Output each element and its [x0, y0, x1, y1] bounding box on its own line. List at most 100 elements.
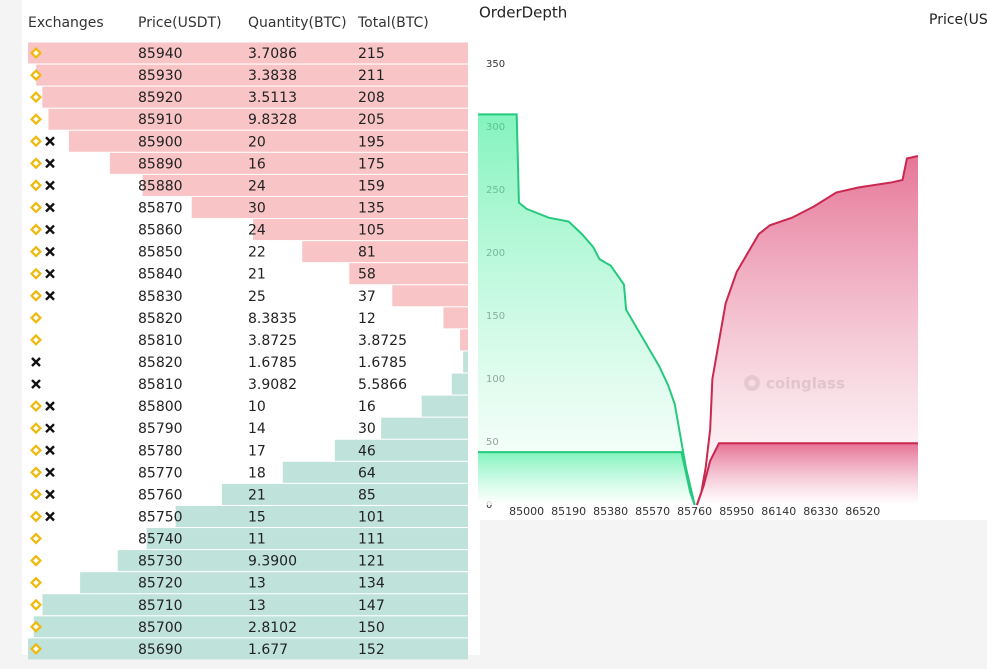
binance-icon-core — [33, 579, 39, 586]
ask-depth-bar — [349, 263, 468, 285]
depth-line — [478, 113, 696, 506]
quantity-cell: 10 — [248, 399, 266, 415]
price-cell: 85890 — [138, 156, 183, 172]
ask-depth-bar — [42, 86, 468, 108]
okx-icon — [31, 379, 41, 389]
header-cell: Quantity(BTC) — [248, 15, 347, 31]
x-tick-label: 85000 — [509, 505, 544, 518]
okx-icon — [45, 268, 55, 279]
chart-title: OrderDepth — [479, 4, 567, 22]
total-cell: 37 — [358, 289, 376, 305]
total-cell: 5.5866 — [358, 377, 407, 393]
quantity-cell: 24 — [248, 223, 266, 239]
ask-depth-bar — [48, 108, 468, 130]
total-cell: 159 — [358, 178, 385, 194]
bid-depth-bar — [33, 616, 468, 638]
total-cell: 147 — [358, 598, 385, 614]
x-tick-label: 85190 — [551, 505, 586, 518]
depth-line — [695, 442, 918, 506]
quantity-cell: 22 — [248, 245, 266, 261]
quantity-cell: 1.677 — [248, 642, 288, 658]
total-cell: 101 — [358, 509, 385, 525]
x-tick-label: 85950 — [719, 505, 754, 518]
header-cell: Price(USDT) — [138, 15, 222, 31]
total-cell: 46 — [358, 443, 376, 459]
price-cell: 85700 — [138, 620, 183, 636]
quantity-cell: 25 — [248, 289, 266, 305]
axis-label: Price(US — [929, 12, 987, 28]
quantity-cell: 9.8328 — [248, 112, 297, 128]
x-tick-label: 86330 — [803, 505, 838, 518]
total-cell: 195 — [358, 134, 385, 150]
price-cell: 85820 — [138, 355, 183, 371]
price-cell: 85850 — [138, 245, 183, 261]
quantity-cell: 13 — [248, 598, 266, 614]
ask-depth-bar — [109, 152, 468, 174]
bid-depth-bar — [282, 461, 468, 483]
bid-depth-bar — [146, 528, 468, 550]
quantity-cell: 15 — [248, 509, 266, 525]
quantity-cell: 11 — [248, 532, 266, 548]
okx-icon — [45, 290, 55, 301]
total-cell: 211 — [358, 68, 385, 84]
okx-icon — [45, 246, 55, 257]
total-cell: 105 — [358, 223, 385, 239]
quantity-cell: 16 — [248, 156, 266, 172]
bid-depth-bar — [117, 550, 468, 572]
total-cell: 64 — [358, 465, 376, 481]
quantity-cell: 3.8725 — [248, 333, 297, 349]
price-cell: 85750 — [138, 509, 183, 525]
total-cell: 12 — [358, 311, 376, 327]
ask-depth-bar — [28, 42, 468, 64]
total-cell: 135 — [358, 200, 385, 216]
price-cell: 85710 — [138, 598, 183, 614]
quantity-cell: 21 — [248, 267, 266, 283]
price-cell: 85860 — [138, 223, 183, 239]
ask-depth-bar — [68, 130, 468, 152]
okx-icon — [45, 180, 55, 191]
total-cell: 134 — [358, 576, 385, 592]
price-cell: 85870 — [138, 200, 183, 216]
quantity-cell: 9.3900 — [248, 554, 297, 570]
price-cell: 85810 — [138, 333, 183, 349]
total-cell: 121 — [358, 554, 385, 570]
okx-icon — [45, 158, 55, 169]
depth-line — [478, 451, 696, 506]
price-cell: 85760 — [138, 487, 183, 503]
price-cell: 85810 — [138, 377, 183, 393]
x-tick-label: 86140 — [761, 505, 796, 518]
price-cell: 85830 — [138, 289, 183, 305]
total-cell: 81 — [358, 245, 376, 261]
total-cell: 152 — [358, 642, 385, 658]
header-cell: Total(BTC) — [357, 15, 429, 31]
x-tick-label: 86520 — [845, 505, 880, 518]
x-tick-label: 85570 — [635, 505, 670, 518]
binance-icon-core — [33, 557, 39, 564]
bid-depth-bar — [221, 483, 468, 505]
ask-depth-bar — [36, 64, 469, 86]
binance-icon-core — [33, 513, 39, 520]
total-cell: 111 — [358, 532, 385, 548]
total-cell: 85 — [358, 487, 376, 503]
price-cell: 85720 — [138, 576, 183, 592]
depth-area — [696, 443, 918, 505]
bid-depth-bar — [80, 572, 469, 594]
okx-icon — [45, 511, 55, 522]
ask-depth-bar — [191, 196, 468, 218]
price-cell: 85780 — [138, 443, 183, 459]
quantity-cell: 14 — [248, 421, 266, 437]
x-tick-label: 85760 — [677, 505, 712, 518]
price-cell: 85740 — [138, 532, 183, 548]
okx-icon — [45, 489, 55, 500]
price-cell: 85930 — [138, 68, 183, 84]
total-cell: 205 — [358, 112, 385, 128]
quantity-cell: 21 — [248, 487, 266, 503]
quantity-cell: 3.5113 — [248, 90, 297, 106]
ask-depth-bar — [443, 307, 468, 329]
okx-icon — [45, 202, 55, 213]
quantity-cell: 20 — [248, 134, 266, 150]
price-cell: 85690 — [138, 642, 183, 658]
y-tick-label: 350 — [486, 59, 505, 70]
price-cell: 85900 — [138, 134, 183, 150]
